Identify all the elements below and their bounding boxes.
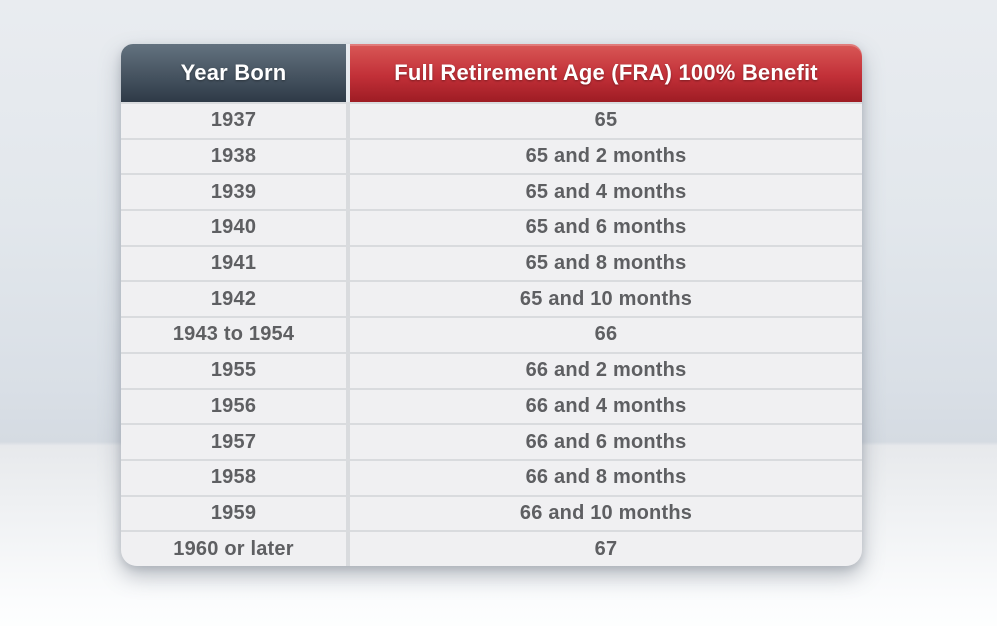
fra-benefit-cell: 67 — [350, 532, 862, 566]
year-born-cell: 1938 — [121, 139, 346, 174]
fra-benefit-cell: 65 and 2 months — [350, 139, 862, 174]
fra-benefit-cell: 66 and 2 months — [350, 353, 862, 388]
fra-benefit-cell: 65 and 6 months — [350, 211, 862, 245]
fra-benefit-cell: 66 — [350, 318, 862, 352]
fra-benefit-cell: 65 and 8 months — [350, 246, 862, 281]
column-header-year-born: Year Born — [121, 44, 346, 102]
year-born-cell: 1960 or later — [121, 532, 346, 566]
fra-benefit-cell: 66 and 8 months — [350, 460, 862, 495]
fra-benefit-cell: 66 and 4 months — [350, 389, 862, 424]
year-born-cell: 1939 — [121, 175, 346, 210]
table-body: 1937 65 1938 65 and 2 months 1939 65 and… — [121, 102, 862, 566]
year-born-cell: 1956 — [121, 389, 346, 424]
year-born-cell: 1955 — [121, 353, 346, 388]
year-born-cell: 1941 — [121, 246, 346, 281]
year-born-cell: 1958 — [121, 460, 346, 495]
year-born-cell: 1937 — [121, 104, 346, 138]
fra-benefit-cell: 66 and 6 months — [350, 425, 862, 459]
year-born-cell: 1942 — [121, 282, 346, 317]
year-born-cell: 1940 — [121, 211, 346, 245]
fra-benefit-cell: 65 and 10 months — [350, 282, 862, 317]
column-header-fra-benefit: Full Retirement Age (FRA) 100% Benefit — [350, 44, 862, 102]
year-born-cell: 1943 to 1954 — [121, 318, 346, 352]
retirement-age-table: Year Born Full Retirement Age (FRA) 100%… — [121, 44, 862, 566]
fra-benefit-cell: 65 and 4 months — [350, 175, 862, 210]
table-header-row: Year Born Full Retirement Age (FRA) 100%… — [121, 44, 862, 102]
year-born-cell: 1959 — [121, 496, 346, 531]
fra-benefit-cell: 65 — [350, 104, 862, 138]
year-born-cell: 1957 — [121, 425, 346, 459]
fra-benefit-cell: 66 and 10 months — [350, 496, 862, 531]
